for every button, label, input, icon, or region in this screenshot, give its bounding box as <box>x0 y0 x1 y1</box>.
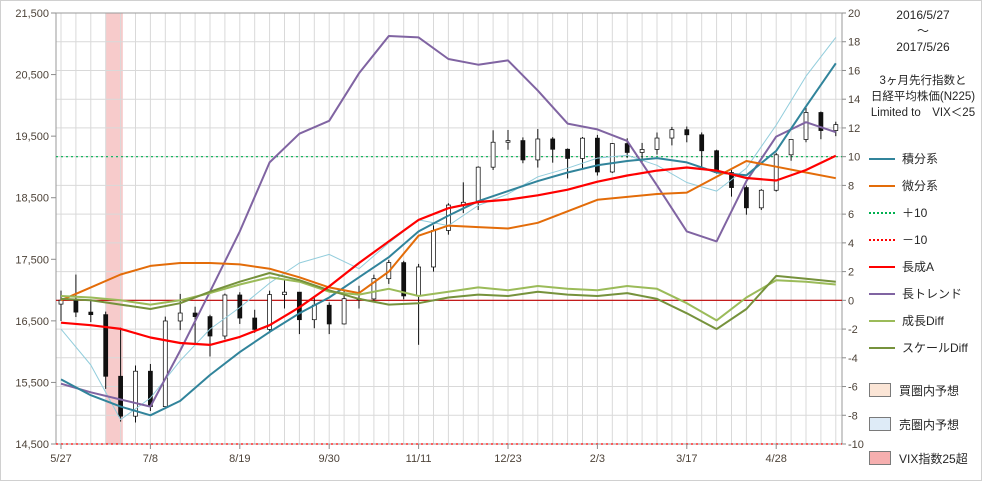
legend-line-swatch <box>869 319 895 322</box>
legend-label: スケールDiff <box>902 341 968 355</box>
axis-tick-label: 18 <box>848 37 860 49</box>
series-成長Diff <box>60 276 836 322</box>
legend-label: 成長Diff <box>902 314 944 328</box>
axis-tick-label: -6 <box>848 382 858 394</box>
vix-over25-band <box>105 13 123 444</box>
axis-tick-label: 12/23 <box>494 453 522 465</box>
axis-tick-label: 16 <box>848 65 860 77</box>
legend-item: 積分系 <box>869 145 981 172</box>
axis-tick-label: 2 <box>848 267 854 279</box>
legend-line-swatch <box>869 211 895 214</box>
axis-tick-label: -10 <box>848 439 864 451</box>
legend-line-swatch <box>869 157 895 160</box>
legend-panel: 2016/5/27 ～ 2017/5/26 3ヶ月先行指数と 日経平均株価(N2… <box>865 1 981 480</box>
legend-box-swatch <box>869 383 891 397</box>
axis-tick-label: 19,500 <box>15 131 49 143</box>
legend-line-swatch <box>869 265 895 268</box>
chart-title: 3ヶ月先行指数と 日経平均株価(N225) Limited to VIX＜25 <box>865 73 981 121</box>
axis-tick-label: 17,500 <box>15 254 49 266</box>
chart-title-line1: 3ヶ月先行指数と <box>879 75 967 87</box>
legend-item: ＋10 <box>869 199 981 226</box>
legend-box-swatch <box>869 451 891 465</box>
series-微分系 <box>60 160 836 302</box>
date-range-start: 2016/5/27 <box>896 8 950 22</box>
legend-line-items: 積分系微分系 ＋10 －10 長成A 長トレンド成長Diff スケールDiff <box>865 145 981 361</box>
legend-box-swatch <box>869 417 891 431</box>
legend-item: 売圏内予想 <box>869 407 981 441</box>
date-range-end: 2017/5/26 <box>896 40 950 54</box>
legend-item: VIX指数25超 <box>869 441 981 475</box>
chart-title-line2: 日経平均株価(N225) <box>870 91 976 103</box>
axis-tick-label: 3/17 <box>676 453 697 465</box>
legend-label: －10 <box>902 233 928 247</box>
axis-tick-label: 9/30 <box>318 453 339 465</box>
axis-tick-label: 21,500 <box>15 8 49 20</box>
legend-label: VIX指数25超 <box>899 451 968 466</box>
axis-tick-label: 4 <box>848 238 854 250</box>
legend-item: －10 <box>869 226 981 253</box>
legend-item: 長トレンド <box>869 280 981 307</box>
date-range-tilde: ～ <box>916 24 929 38</box>
legend-line-swatch <box>869 346 895 349</box>
legend-line-swatch <box>869 184 895 187</box>
legend-item: 成長Diff <box>869 307 981 334</box>
axis-tick-label: 10 <box>848 152 860 164</box>
axis-tick-label: 8/19 <box>229 453 250 465</box>
axis-tick-label: 7/8 <box>143 453 158 465</box>
legend-line-swatch <box>869 238 895 241</box>
legend-line-swatch <box>869 292 895 295</box>
axis-tick-label: -8 <box>848 410 858 422</box>
axis-tick-label: 5/27 <box>50 453 71 465</box>
legend-label: 微分系 <box>902 179 939 193</box>
series-スケールDiff <box>60 272 836 331</box>
axis-tick-label: 14,500 <box>15 439 49 451</box>
legend-label: 長成A <box>902 260 935 274</box>
legend-label: 積分系 <box>902 152 939 166</box>
axis-tick-label: 15,500 <box>15 377 49 389</box>
n225-candlesticks <box>58 105 839 423</box>
axis-tick-label: -4 <box>848 353 858 365</box>
axis-tick-label: 0 <box>848 295 854 307</box>
chart-title-line3: Limited to VIX＜25 <box>870 107 976 119</box>
chart-date-range: 2016/5/27 ～ 2017/5/26 <box>865 7 981 55</box>
axis-tick-label: -2 <box>848 324 858 336</box>
axis-tick-label: 20 <box>848 8 860 20</box>
series-長トレンド <box>60 35 837 408</box>
axis-tick-label: 8 <box>848 180 854 192</box>
axis-tick-label: 18,500 <box>15 193 49 205</box>
legend-label: ＋10 <box>902 206 928 220</box>
axis-tick-label: 11/11 <box>406 453 432 465</box>
axis-tick-label: 12 <box>848 123 860 135</box>
axis-tick-label: 20,500 <box>15 70 49 82</box>
legend-label: 売圏内予想 <box>899 417 960 432</box>
axis-tick-label: 16,500 <box>15 316 49 328</box>
series-長成A <box>60 154 837 346</box>
legend-item: 長成A <box>869 253 981 280</box>
legend-item: 微分系 <box>869 172 981 199</box>
legend-box-items: 買圏内予想売圏内予想 VIX指数25超 <box>865 373 981 475</box>
legend-item: 買圏内予想 <box>869 373 981 407</box>
axis-tick-label: 6 <box>848 209 854 221</box>
plot-border <box>55 12 843 445</box>
legend-item: スケールDiff <box>869 334 981 361</box>
axis-tick-label: 14 <box>848 94 860 106</box>
axes <box>51 12 846 449</box>
axis-tick-label: 2/3 <box>590 453 605 465</box>
legend-label: 買圏内予想 <box>899 383 960 398</box>
legend-label: 長トレンド <box>902 287 963 301</box>
axis-tick-label: 4/28 <box>765 453 786 465</box>
